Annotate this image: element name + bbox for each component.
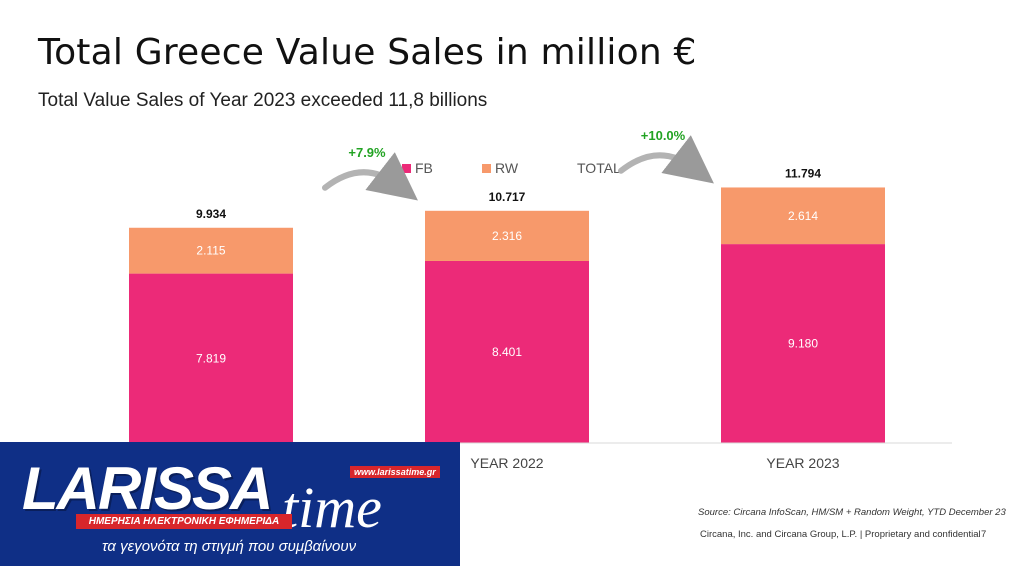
legend-swatch-rw [482, 164, 491, 173]
larissatime-logo: LARISSA time www.larissatime.gr ΗΜΕΡΗΣΙΑ… [0, 442, 460, 566]
logo-wordmark: LARISSA [22, 454, 271, 523]
total-value-2: 11.794 [785, 166, 821, 180]
bars-group: 7.819 2.115 9.934 8.401 2.316 10.717 9.180 2.61… [129, 166, 885, 443]
source-note: Source: Circana InfoScan, HM/SM + Random… [698, 507, 1006, 518]
bar-value-rw-0: 2.115 [196, 244, 225, 258]
growth-label-1: +10.0% [641, 128, 686, 143]
category-labels: YEAR 2022 YEAR 2023 [470, 455, 839, 471]
growth-arrow-0 [325, 172, 399, 188]
bar-value-rw-2: 2.614 [788, 209, 818, 223]
legend-label-rw: RW [495, 160, 519, 176]
category-label-1: YEAR 2022 [470, 455, 543, 471]
growth-arrow-1 [621, 155, 695, 171]
growth-annotations: +7.9% +10.0% [325, 128, 695, 188]
bar-value-fb-0: 7.819 [196, 351, 226, 365]
growth-label-0: +7.9% [348, 145, 386, 160]
logo-tagline: τα γεγονότα τη στιγμή που συμβαίνουν [102, 538, 356, 555]
logo-strip: ΗΜΕΡΗΣΙΑ ΗΛΕΚΤΡΟΝΙΚΗ ΕΦΗΜΕΡΙΔΑ [76, 514, 292, 529]
legend-label-total: TOTAL [577, 160, 621, 176]
page-number: 7 [981, 529, 986, 540]
bar-value-fb-2: 9.180 [788, 337, 818, 351]
bar-value-fb-1: 8.401 [492, 345, 522, 359]
total-value-1: 10.717 [489, 190, 526, 204]
legend-label-fb: FB [415, 160, 433, 176]
logo-url: www.larissatime.gr [350, 466, 440, 478]
total-value-0: 9.934 [196, 207, 226, 221]
logo-time-word: time [282, 474, 382, 541]
chart-legend: FB RW TOTAL [402, 160, 621, 176]
bar-value-rw-1: 2.316 [492, 229, 522, 243]
category-label-2: YEAR 2023 [766, 455, 839, 471]
legend-swatch-fb [402, 164, 411, 173]
footer-company: Circana, Inc. and Circana Group, L.P. | … [700, 529, 981, 540]
